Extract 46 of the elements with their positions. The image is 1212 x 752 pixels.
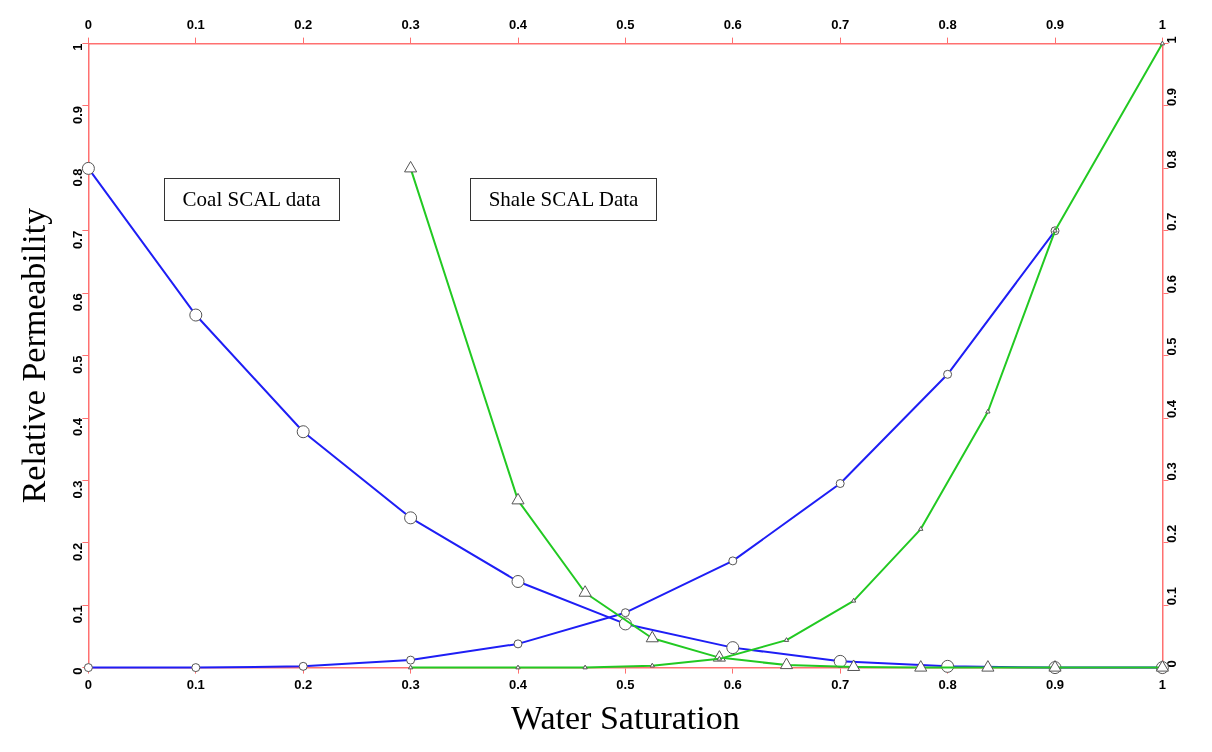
x-tick-label: 0.8 xyxy=(938,676,957,692)
y2-tick-label: 0.1 xyxy=(1163,587,1179,606)
y-tick-label: 1 xyxy=(69,43,85,51)
x2-tick-label: 0.7 xyxy=(831,17,850,33)
x2-tick-label: 0.1 xyxy=(186,17,205,33)
y2-tick-label: 0.7 xyxy=(1163,212,1179,231)
y2-tick-label: 0.3 xyxy=(1163,462,1179,481)
y-tick-label: 0.9 xyxy=(69,106,85,125)
x-axis-title: Water Saturation xyxy=(511,698,740,736)
y2-tick-label: 0.8 xyxy=(1163,150,1179,169)
y-tick-label: 0.5 xyxy=(69,355,85,374)
y2-tick-label: 0.9 xyxy=(1163,87,1179,106)
x-tick-label: 0.5 xyxy=(616,676,635,692)
y-tick-label: 0.6 xyxy=(69,293,85,312)
x-tick-label: 1 xyxy=(1158,676,1167,692)
y-tick-label: 0.4 xyxy=(69,417,85,437)
x2-tick-label: 0.3 xyxy=(401,17,420,33)
x2-tick-label: 1 xyxy=(1158,17,1167,33)
x2-tick-label: 0.5 xyxy=(616,17,635,33)
y-tick-label: 0.1 xyxy=(69,605,85,624)
y2-tick-label: 0.4 xyxy=(1163,399,1179,418)
x2-tick-label: 0.2 xyxy=(294,17,313,33)
y2-tick-label: 0.5 xyxy=(1163,337,1179,356)
annotation: Coal SCAL data xyxy=(163,178,340,222)
y-axis-title: Relative Permeability xyxy=(15,207,53,504)
x-tick-label: 0.3 xyxy=(401,676,420,692)
y-tick-label: 0.2 xyxy=(69,542,85,561)
y-tick-label: 0.8 xyxy=(69,168,85,187)
x2-tick-label: 0.4 xyxy=(508,17,528,33)
x-tick-label: 0.7 xyxy=(831,676,850,692)
x-tick-label: 0.4 xyxy=(508,676,528,692)
annotation: Shale SCAL Data xyxy=(469,178,658,222)
y2-tick-label: 1 xyxy=(1163,36,1179,44)
y2-tick-label: 0.6 xyxy=(1163,275,1179,294)
y2-tick-label: 0.2 xyxy=(1163,524,1179,543)
y-tick-label: 0 xyxy=(69,667,85,675)
x-tick-label: 0.2 xyxy=(294,676,313,692)
x2-tick-label: 0.6 xyxy=(723,17,742,33)
y2-tick-label: 0 xyxy=(1163,660,1179,668)
x2-tick-label: 0.9 xyxy=(1045,17,1065,33)
y-tick-label: 0.3 xyxy=(69,480,85,499)
x-tick-label: 0.6 xyxy=(723,676,742,692)
x-tick-label: 0.9 xyxy=(1045,676,1065,692)
x-tick-label: 0.1 xyxy=(186,676,205,692)
y-tick-label: 0.7 xyxy=(69,230,85,249)
x2-tick-label: 0.8 xyxy=(938,17,957,33)
